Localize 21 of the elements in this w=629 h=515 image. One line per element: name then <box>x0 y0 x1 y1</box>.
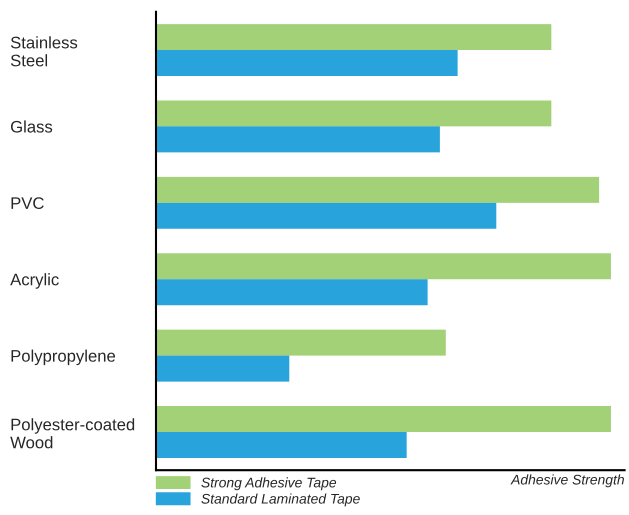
bar <box>156 176 600 203</box>
y-tick-label: Polypropylene <box>12 350 116 366</box>
bar <box>156 406 611 432</box>
x-axis-title: Adhesive Strength <box>510 474 624 488</box>
bar <box>156 279 428 306</box>
y-tick-label: Acrylic <box>10 273 59 289</box>
bar <box>156 253 611 280</box>
bar <box>156 50 458 76</box>
y-tick-label: Stainless Steel <box>10 36 78 66</box>
y-tick-label: Glass <box>10 120 52 133</box>
bar <box>156 432 407 458</box>
legend-label: Standard Laminated Tape <box>201 493 360 506</box>
bar <box>156 126 440 152</box>
bar <box>156 202 496 229</box>
y-tick-label: PVC <box>12 197 44 210</box>
bar <box>156 24 552 50</box>
legend-label: Strong Adhesive Tape <box>201 477 336 490</box>
y-tick-label: Polyester-coated Wood <box>10 418 134 448</box>
bar <box>156 356 290 382</box>
bar <box>156 330 446 356</box>
bar <box>156 100 552 126</box>
